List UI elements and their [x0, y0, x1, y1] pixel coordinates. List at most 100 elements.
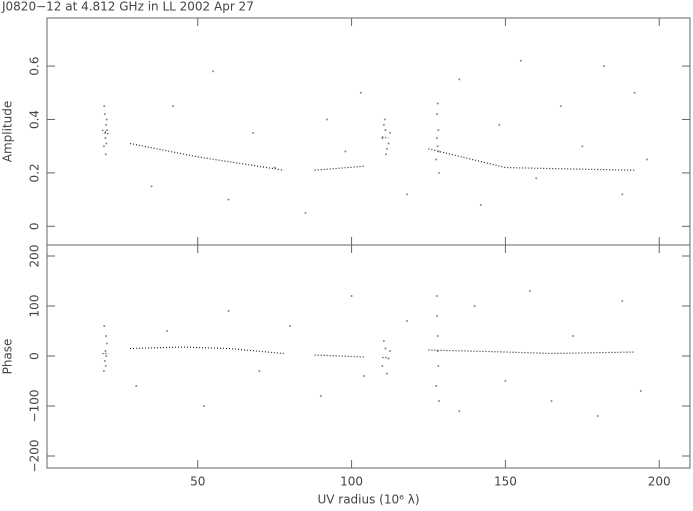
y-tick-label: −100 [28, 390, 42, 423]
data-point [387, 142, 390, 145]
data-point [385, 147, 388, 150]
y-tick-label: 100 [28, 295, 42, 318]
data-point [304, 211, 307, 214]
data-point [504, 380, 507, 382]
model-line [102, 346, 635, 359]
data-point [458, 410, 461, 412]
data-point [289, 325, 292, 327]
data-point [273, 166, 276, 169]
data-point [581, 145, 584, 148]
data-point [384, 129, 387, 132]
data-point [382, 123, 385, 126]
data-point [105, 355, 108, 357]
data-point [437, 365, 440, 367]
data-point [325, 118, 328, 121]
plot-frame [46, 244, 691, 469]
data-point [436, 315, 439, 317]
y-tick-label: 0.4 [28, 110, 42, 129]
data-point [405, 193, 408, 196]
data-point [165, 330, 168, 332]
data-point [437, 129, 440, 132]
data-point [535, 177, 538, 180]
data-point [385, 153, 388, 156]
data-point [103, 105, 106, 108]
y-axis-label: Amplitude [1, 101, 15, 163]
data-point [105, 342, 108, 345]
x-tick-label: 150 [494, 475, 517, 489]
data-point [572, 335, 575, 337]
plot-frame [46, 17, 691, 246]
data-point [387, 357, 390, 360]
data-point [359, 91, 362, 94]
x-tick-label: 50 [190, 475, 205, 489]
y-tick-label: 0 [28, 352, 42, 360]
data-point [319, 395, 322, 397]
data-point [436, 335, 439, 337]
data-point [172, 105, 175, 108]
x-tick-label: 100 [340, 475, 363, 489]
data-point [479, 203, 482, 206]
data-point [596, 415, 599, 417]
data-point [104, 365, 107, 367]
data-point [102, 370, 105, 372]
data-point [252, 131, 255, 134]
data-point [621, 300, 624, 302]
data-point [436, 113, 439, 116]
data-point [258, 370, 261, 372]
data-point [202, 405, 205, 407]
data-point [384, 347, 387, 350]
y-axis-label: Phase [1, 339, 15, 375]
y-tick-label: 0 [28, 222, 42, 230]
data-point [103, 360, 106, 362]
x-axis-label: UV radius (10⁶ λ) [317, 493, 419, 507]
data-point [150, 185, 153, 188]
y-tick-label: 200 [28, 245, 42, 268]
data-point [103, 325, 106, 327]
data-point [381, 365, 384, 367]
data-point [498, 123, 501, 126]
data-point [104, 350, 107, 352]
data-point [381, 137, 384, 140]
data-point [105, 142, 108, 145]
data-point [105, 123, 108, 126]
data-point [645, 158, 648, 161]
data-point [437, 400, 440, 402]
data-point [458, 78, 461, 81]
data-point [435, 295, 438, 297]
data-point [559, 105, 562, 108]
data-point [405, 320, 408, 322]
data-point [435, 158, 438, 161]
data-point [105, 129, 108, 132]
data-point [602, 65, 605, 68]
data-point [105, 335, 108, 337]
x-tick-label: 200 [648, 475, 671, 489]
y-tick-label: −200 [28, 440, 42, 473]
model-line [102, 129, 635, 171]
data-point [362, 375, 365, 377]
data-point [633, 91, 636, 94]
data-point [344, 150, 347, 153]
y-tick-label: 0.6 [28, 57, 42, 76]
data-point [473, 305, 476, 307]
data-point [227, 198, 230, 201]
data-point [105, 118, 108, 121]
data-point [519, 59, 522, 62]
data-point [436, 145, 439, 148]
data-point [103, 113, 106, 116]
data-point [550, 400, 553, 402]
data-point [104, 153, 107, 156]
data-point [383, 118, 386, 121]
data-point [385, 372, 388, 375]
data-point [212, 70, 215, 73]
data-point [389, 131, 392, 134]
data-point [436, 102, 439, 105]
y-tick-label: 0.2 [28, 163, 42, 182]
data-point [435, 385, 438, 387]
chart-title: J0820−12 at 4.812 GHz in LL 2002 Apr 27 [1, 0, 254, 14]
data-point [639, 390, 642, 392]
data-point [135, 385, 138, 387]
data-point [104, 137, 107, 140]
data-point [350, 295, 353, 297]
data-point [529, 290, 532, 292]
